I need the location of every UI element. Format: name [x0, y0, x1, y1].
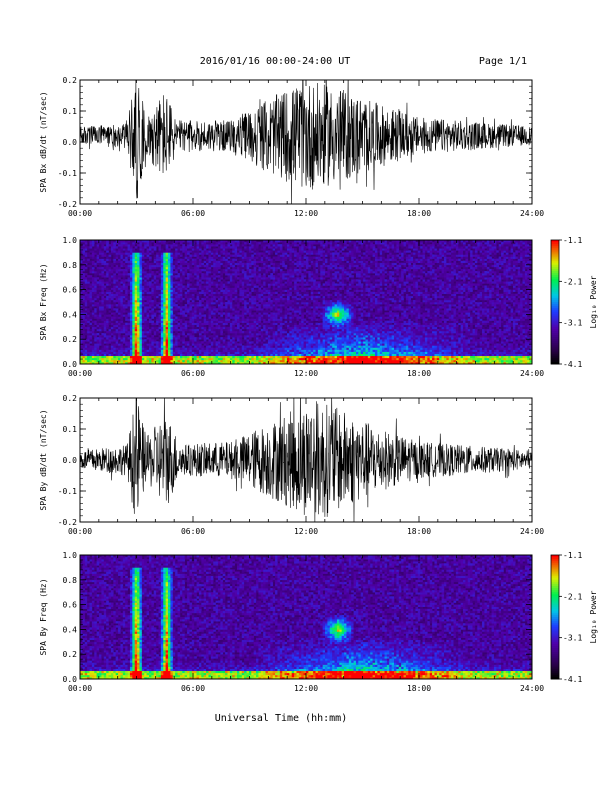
colorbar-frame [550, 239, 560, 365]
x-tick-label: 00:00 [68, 684, 92, 693]
y-axis-label: SPA Bx Freq (Hz) [39, 263, 48, 340]
y-tick-label: 0.8 [63, 576, 78, 585]
colorbar: -1.1 -2.1 -3.1 -4.1 Log₁₀ Power [550, 551, 598, 684]
plot-title: 2016/01/16 00:00-24:00 UT [200, 56, 351, 67]
colorbar-title: Log₁₀ Power [589, 275, 598, 328]
y-tick-label: 0.0 [63, 456, 78, 465]
colorbar-tick-label: -3.1 [563, 319, 582, 328]
colorbar: -1.1 -2.1 -3.1 -4.1 Log₁₀ Power [550, 236, 598, 369]
heatmap-cells [80, 240, 533, 365]
x-tick-label: 24:00 [520, 209, 544, 218]
y-tick-label: -0.1 [58, 169, 77, 178]
series-line [80, 80, 532, 204]
y-axis-label: SPA By dB/dt (nT/sec) [39, 409, 48, 510]
y-tick-label: 1.0 [63, 551, 78, 560]
y-tick-label: 0.1 [63, 425, 78, 434]
y-tick-label: 0.2 [63, 394, 78, 403]
colorbar-frame [550, 554, 560, 680]
y-tick-label: 0.4 [63, 625, 78, 634]
y-tick-label: 0.8 [63, 261, 78, 270]
x-tick-label: 06:00 [181, 527, 205, 536]
y-tick-label: -0.1 [58, 487, 77, 496]
x-tick-label: 12:00 [294, 209, 318, 218]
x-tick-label: 00:00 [68, 209, 92, 218]
y-tick-label: 0.0 [63, 138, 78, 147]
y-tick-label: 0.2 [63, 650, 78, 659]
page-number: Page 1/1 [479, 56, 527, 67]
x-tick-label: 12:00 [294, 369, 318, 378]
x-tick-label: 06:00 [181, 209, 205, 218]
waveform-panel: 00:00 06:00 12:00 18:00 24:00 0.2 0.1 0.0 -0.1 -0… [39, 394, 544, 536]
y-tick-label: 0.1 [63, 107, 78, 116]
x-tick-label: 00:00 [68, 527, 92, 536]
spectrogram-panel: 00:00 06:00 12:00 18:00 24:00 1.0 0.8 0.6 0.4 0.2… [39, 551, 598, 693]
y-tick-label: -0.2 [58, 200, 77, 209]
y-tick-label: 0.2 [63, 335, 78, 344]
y-axis-label: SPA By Freq (Hz) [39, 578, 48, 655]
x-tick-label: 24:00 [520, 369, 544, 378]
y-tick-label: 0.0 [63, 360, 78, 369]
x-tick-label: 18:00 [407, 527, 431, 536]
colorbar-tick-label: -4.1 [563, 675, 582, 684]
y-tick-label: 0.0 [63, 675, 78, 684]
waveform-panel: 00:00 06:00 12:00 18:00 24:00 0.2 0.1 0.0 -0.1 -0… [39, 76, 544, 218]
x-tick-label: 24:00 [520, 684, 544, 693]
colorbar-tick-label: -1.1 [563, 236, 582, 245]
x-tick-label: 06:00 [181, 369, 205, 378]
x-tick-label: 12:00 [294, 684, 318, 693]
y-tick-label: 0.4 [63, 310, 78, 319]
y-tick-label: 1.0 [63, 236, 78, 245]
series-line [80, 398, 532, 522]
y-tick-label: 0.2 [63, 76, 78, 85]
heatmap-cells [80, 555, 533, 680]
x-tick-label: 18:00 [407, 209, 431, 218]
colorbar-tick-label: -1.1 [563, 551, 582, 560]
panels: 00:00 06:00 12:00 18:00 24:00 0.2 0.1 0.0 -0.1 -0… [39, 76, 598, 693]
colorbar-title: Log₁₀ Power [589, 590, 598, 643]
colorbar-tick-label: -2.1 [563, 277, 582, 286]
x-tick-label: 24:00 [520, 527, 544, 536]
y-axis-label: SPA Bx dB/dt (nT/sec) [39, 91, 48, 192]
y-tick-label: 0.6 [63, 286, 78, 295]
colorbar-tick-label: -2.1 [563, 592, 582, 601]
spectrogram-panel: 00:00 06:00 12:00 18:00 24:00 1.0 0.8 0.6 0.4 0.2… [39, 236, 598, 378]
colorbar-tick-label: -4.1 [563, 360, 582, 369]
x-tick-label: 06:00 [181, 684, 205, 693]
x-tick-label: 00:00 [68, 369, 92, 378]
colorbar-tick-label: -3.1 [563, 634, 582, 643]
y-tick-label: -0.2 [58, 518, 77, 527]
x-tick-label: 12:00 [294, 527, 318, 536]
x-axis-label: Universal Time (hh:mm) [215, 713, 347, 724]
y-tick-label: 0.6 [63, 601, 78, 610]
x-tick-label: 18:00 [407, 684, 431, 693]
x-tick-label: 18:00 [407, 369, 431, 378]
